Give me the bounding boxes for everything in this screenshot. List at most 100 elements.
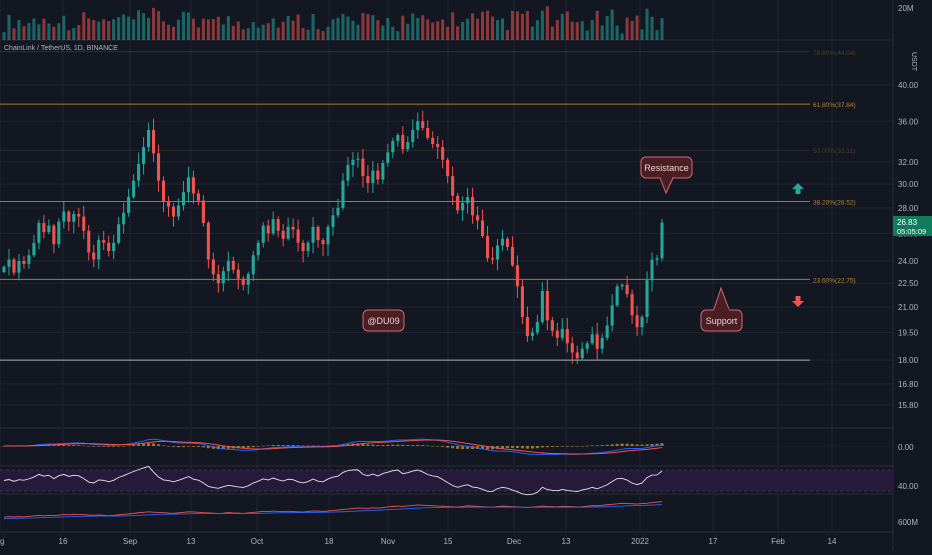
arrow-down-icon	[792, 296, 804, 307]
volume-bar	[341, 13, 345, 40]
candle-body	[396, 134, 400, 141]
volume-bar	[655, 30, 659, 40]
volume-bar	[490, 16, 495, 40]
volume-bar	[446, 26, 450, 40]
candle-body	[476, 215, 480, 221]
volume-bar	[196, 27, 200, 40]
volume-bar	[2, 32, 6, 40]
macd-histogram-bar	[630, 443, 634, 446]
candle-body	[555, 330, 559, 338]
candle-body	[87, 230, 91, 253]
candle-body	[72, 214, 76, 222]
candle-body	[147, 130, 151, 148]
candle-body	[211, 259, 215, 275]
volume-bar	[72, 28, 76, 40]
candle-body	[391, 140, 395, 153]
macd-histogram-bar	[436, 446, 440, 447]
y-tick-label: 24.00	[898, 257, 919, 266]
candle-body	[446, 159, 450, 177]
volume-bar	[276, 27, 280, 40]
macd-histogram-bar	[580, 446, 584, 447]
candle-body	[451, 176, 455, 196]
volume-bar	[216, 16, 220, 40]
macd-histogram-bar	[246, 446, 250, 448]
volume-bar	[386, 17, 390, 40]
macd-histogram-bar	[525, 446, 529, 449]
macd-histogram-bar	[585, 445, 589, 447]
candle-body	[271, 219, 275, 234]
candle-body	[276, 219, 280, 231]
volume-bar	[147, 17, 151, 40]
macd-histogram-bar	[570, 446, 574, 447]
macd-histogram-bar	[186, 446, 190, 447]
candle-body	[47, 225, 51, 233]
candle-body	[186, 177, 190, 193]
volume-bar	[510, 10, 514, 40]
macd-histogram-bar	[52, 445, 56, 446]
volume-bar	[127, 16, 131, 40]
volume-bar	[171, 26, 176, 40]
y-tick-label: 22.50	[898, 279, 919, 288]
volume-bar	[376, 20, 380, 40]
y-tick-label: 40.00	[898, 81, 919, 90]
macd-histogram-bar	[266, 445, 270, 447]
fib-layer: 78.60%(44.04) 61.80%(37.84) 50.00%(33.11) 3…	[0, 50, 856, 361]
macd-histogram-bar	[152, 443, 156, 446]
macd-line	[3, 438, 663, 456]
volume-bar	[122, 14, 126, 40]
macd-histogram-bar	[77, 445, 81, 446]
candle-body	[411, 130, 415, 143]
macd-signal-line	[3, 439, 663, 455]
volume-bar	[52, 26, 56, 40]
candle-body	[510, 246, 514, 266]
volume-bar	[575, 22, 579, 40]
volume-bar	[117, 17, 121, 40]
macd-histogram-bar	[97, 446, 101, 447]
volume-bar	[615, 25, 619, 40]
support-pointer	[712, 286, 731, 313]
macd-histogram-bar	[391, 444, 395, 446]
macd-axis-label: 0.00	[898, 443, 914, 452]
candle-body	[535, 322, 539, 333]
macd-histogram-bar	[406, 445, 410, 446]
chart-title: ChainLink / TetherUS, 1D, BINANCE	[4, 45, 118, 52]
macd-histogram-bar	[396, 444, 400, 446]
macd-histogram-bar	[201, 446, 205, 448]
candle-body	[485, 236, 490, 259]
candle-body	[286, 226, 290, 239]
macd-histogram-bar	[132, 444, 136, 446]
volume-bar	[246, 28, 250, 40]
macd-histogram-bar	[107, 446, 111, 447]
volume-bar	[451, 12, 455, 41]
candle-body	[152, 130, 156, 154]
macd-histogram-bar	[510, 446, 514, 448]
x-tick-label: 13	[187, 537, 196, 546]
volume-bar	[206, 19, 210, 40]
rsi-band	[0, 470, 893, 491]
volume-bar	[291, 20, 295, 40]
volume-bar	[107, 21, 111, 40]
candle-body	[645, 280, 649, 317]
macd-histogram-bar	[495, 446, 500, 449]
candle-body	[57, 221, 61, 245]
candle-body	[196, 193, 200, 201]
volume-bar	[186, 12, 190, 40]
volume-bar	[256, 27, 260, 40]
macd-histogram-bar	[236, 446, 240, 449]
x-tick-label: 13	[562, 537, 571, 546]
macd-histogram-bar	[356, 443, 360, 446]
candle-body	[456, 195, 460, 211]
candle-body	[17, 260, 21, 273]
volume-bar	[12, 28, 16, 40]
macd-histogram-bar	[147, 443, 151, 446]
macd-histogram-bar	[102, 446, 106, 447]
macd-histogram-bar	[291, 444, 295, 446]
candle-body	[401, 134, 405, 150]
candle-body	[77, 214, 81, 217]
volume-bar	[585, 30, 589, 40]
macd-histogram-bar	[655, 443, 659, 446]
candle-body	[341, 180, 345, 208]
volume-bar	[555, 19, 559, 40]
